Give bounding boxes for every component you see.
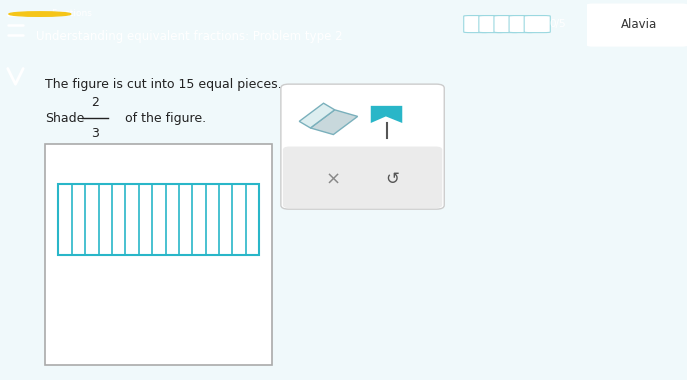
Circle shape (9, 12, 71, 16)
Bar (45, 144, 271, 365)
Text: ↺: ↺ (385, 170, 399, 188)
Text: 3: 3 (91, 127, 99, 140)
Text: Shade: Shade (45, 112, 85, 125)
Polygon shape (371, 106, 403, 123)
Text: Alavia: Alavia (621, 17, 657, 30)
Text: Understanding equivalent fractions: Problem type 2: Understanding equivalent fractions: Prob… (36, 30, 342, 43)
FancyBboxPatch shape (524, 16, 550, 33)
FancyBboxPatch shape (494, 16, 520, 33)
Text: Fractions: Fractions (52, 9, 92, 18)
FancyBboxPatch shape (479, 16, 505, 33)
FancyBboxPatch shape (585, 3, 687, 47)
Bar (58, 184, 259, 255)
Text: 0/5: 0/5 (550, 19, 566, 29)
Text: 2: 2 (91, 97, 99, 109)
FancyBboxPatch shape (464, 16, 490, 33)
Polygon shape (311, 110, 358, 135)
FancyBboxPatch shape (281, 84, 444, 209)
Polygon shape (300, 103, 335, 128)
Text: of the figure.: of the figure. (125, 112, 206, 125)
Text: The figure is cut into 15 equal pieces.: The figure is cut into 15 equal pieces. (45, 78, 282, 91)
FancyBboxPatch shape (509, 16, 535, 33)
FancyBboxPatch shape (283, 147, 442, 208)
Text: ×: × (326, 170, 341, 188)
